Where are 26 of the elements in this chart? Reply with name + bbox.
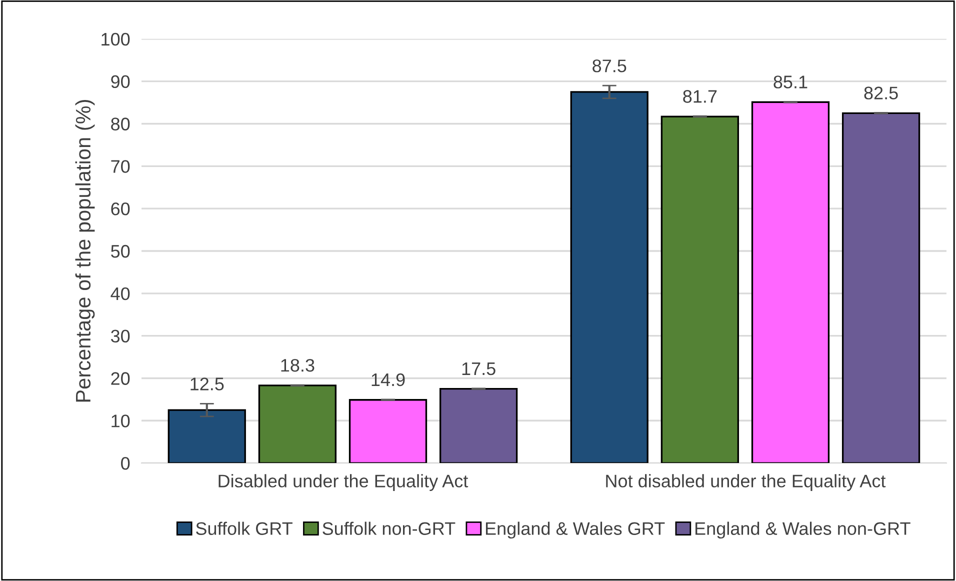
data-label: 87.5	[592, 60, 626, 72]
data-label: 18.3	[281, 358, 314, 372]
y-tick-label: 0	[121, 456, 130, 470]
y-tick-label: 80	[111, 118, 130, 130]
x-tick-label: Disabled under the Equality Act	[218, 474, 468, 491]
data-label: 85.1	[774, 76, 808, 88]
y-tick-label: 90	[111, 75, 130, 88]
legend-label: England & Wales GRT	[486, 522, 665, 539]
y-axis-title: Percentage of the population (%)	[75, 100, 95, 402]
y-tick-label: 100	[102, 32, 130, 46]
legend-label: Suffolk non-GRT	[322, 522, 456, 535]
legend-label: Suffolk GRT	[196, 522, 292, 535]
legend-label: England & Wales non-GRT	[696, 522, 910, 539]
y-tick-label: 50	[111, 244, 130, 258]
data-label: 17.5	[462, 362, 496, 376]
y-tick-label: 60	[111, 202, 130, 216]
y-tick-label: 20	[111, 372, 130, 385]
data-label: 12.5	[190, 378, 224, 390]
y-tick-label: 70	[111, 160, 130, 173]
x-tick-label: Not disabled under the Equality Act	[606, 474, 886, 491]
data-label: 14.9	[372, 373, 405, 386]
y-tick-label: 10	[112, 414, 130, 428]
data-label: 81.7	[683, 90, 717, 103]
data-label: 82.5	[864, 86, 898, 100]
y-tick-label: 40	[110, 287, 130, 300]
y-tick-label: 30	[110, 330, 130, 343]
